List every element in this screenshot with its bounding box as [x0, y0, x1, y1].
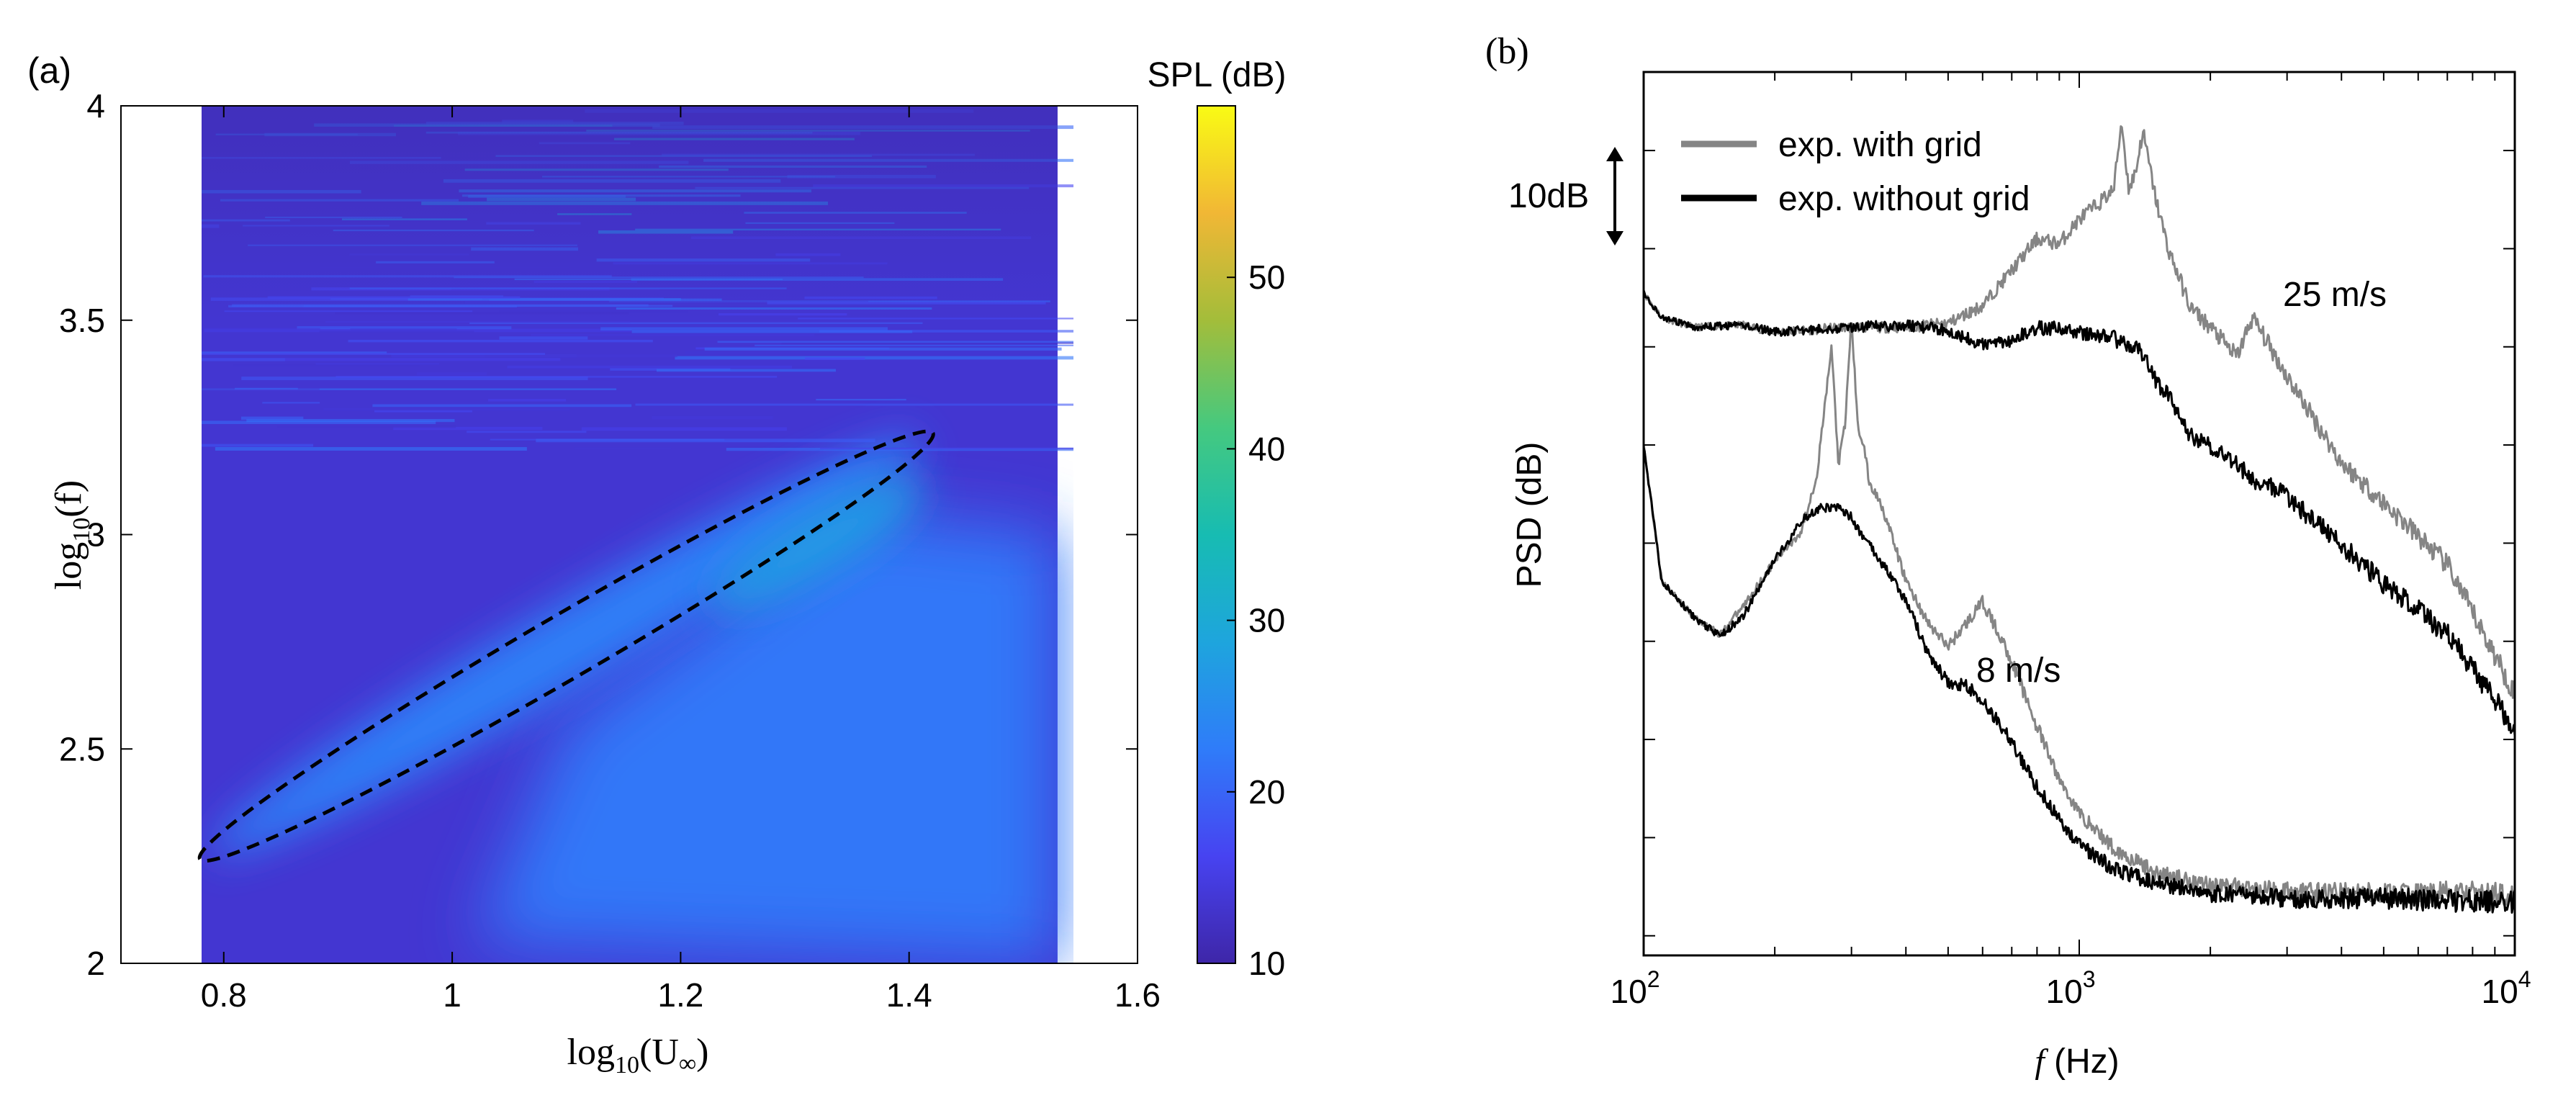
psd-line-8ms-without-grid [1644, 447, 2515, 914]
panel-a-label: (a) [27, 50, 71, 91]
x-tick-label: 104 [2482, 966, 2531, 1010]
colorbar-ticks: 10 20 30 40 50 [1227, 258, 1285, 982]
colorbar-tick-label: 40 [1248, 430, 1285, 467]
scale-bar-arrow-down [1606, 231, 1623, 246]
colorbar-title: SPL (dB) [1148, 56, 1287, 94]
x-tick-label: 103 [2046, 966, 2096, 1010]
legend-label-without-grid: exp. without grid [1778, 180, 2030, 218]
annotation-8ms: 8 m/s [1976, 652, 2061, 690]
scale-bar-label: 10dB [1508, 177, 1589, 215]
colorbar-tick-label: 50 [1248, 258, 1285, 296]
y-tick-label: 3.5 [59, 302, 105, 339]
spl-heatmap [150, 106, 1073, 963]
panel-a-ticks: 0.8 1 1.2 1.4 1.6 2 2.5 3 3.5 4 [59, 87, 1161, 1014]
y-tick-label: 3 [86, 516, 105, 554]
panel-b-ticks: 102 103 104 [1611, 72, 2531, 1010]
colorbar-tick-label: 10 [1248, 945, 1285, 982]
annotation-25ms: 25 m/s [2283, 276, 2387, 314]
x-tick-label: 1 [443, 976, 461, 1014]
panel-b-x-label: f (Hz) [2035, 1043, 2119, 1081]
psd-lines [1644, 125, 2515, 914]
x-tick-label: 1.2 [657, 976, 703, 1014]
legend-label-with-grid: exp. with grid [1778, 126, 1982, 164]
psd-line-8ms-with-grid [1644, 323, 2515, 906]
psd-line-25ms-without-grid [1644, 289, 2515, 736]
panel-b-y-label: PSD (dB) [1510, 442, 1549, 588]
panel-a-x-label: log10(U∞) [567, 1032, 709, 1079]
ridge-annotation-ellipse [197, 429, 935, 863]
colorbar [1197, 105, 1236, 964]
heatmap-shading [202, 106, 1058, 963]
heatmap-left-edge [150, 663, 163, 963]
colorbar-tick-label: 30 [1248, 602, 1285, 639]
panel-a: (a) 0.8 1 1.2 1.4 1.6 2 2.5 3 3.5 4 log10(U∞) log… [27, 50, 1286, 1079]
scale-bar-arrow-up [1606, 147, 1623, 161]
x-tick-label: 1.6 [1114, 976, 1161, 1014]
panel-b-label: (b) [1485, 31, 1529, 72]
y-tick-label: 4 [86, 87, 105, 125]
panel-b-axes-frame [1642, 71, 2516, 957]
y-tick-label: 2.5 [59, 730, 105, 767]
panel-b: (b) 102 103 104 exp. with grid exp. withou… [1485, 31, 2531, 1081]
x-tick-label: 1.4 [886, 976, 932, 1014]
panel-a-y-label: log10(f) [48, 480, 95, 590]
x-tick-label: 102 [1611, 966, 1660, 1010]
psd-line-25ms-with-grid [1644, 125, 2515, 699]
colorbar-tick-label: 20 [1248, 773, 1285, 811]
y-tick-label: 2 [86, 945, 105, 982]
x-tick-label: 0.8 [201, 976, 247, 1014]
